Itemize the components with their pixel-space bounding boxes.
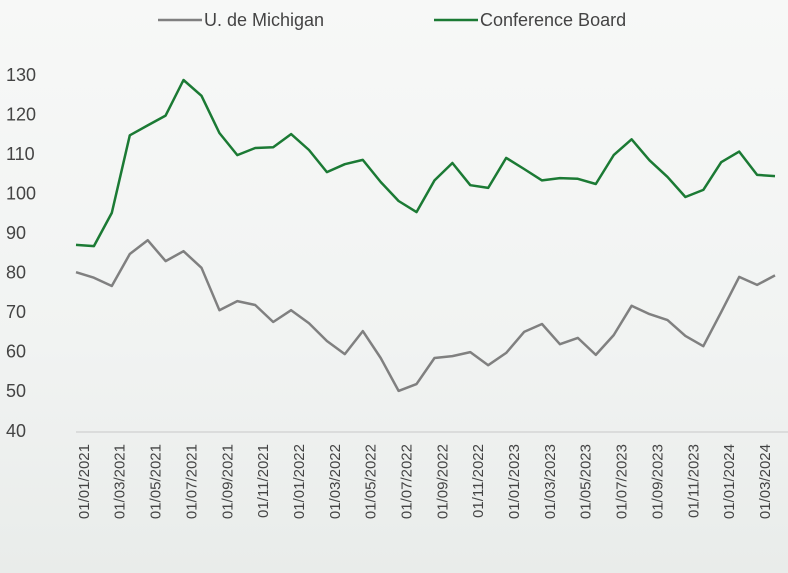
x-tick-label: 01/07/2022	[399, 444, 416, 519]
x-tick-label: 01/01/2024	[721, 444, 738, 519]
x-tick-label: 01/09/2022	[434, 444, 451, 519]
x-tick-label: 01/03/2024	[757, 444, 774, 519]
legend-label: U. de Michigan	[204, 10, 324, 30]
line-series	[75, 78, 776, 248]
x-tick-label: 01/01/2022	[291, 444, 308, 519]
y-tick-label: 60	[6, 342, 26, 362]
y-tick-label: 40	[6, 421, 26, 441]
y-tick-label: 110	[6, 144, 35, 164]
y-tick-label: 100	[6, 183, 36, 203]
x-tick-label: 01/03/2021	[112, 444, 129, 519]
x-tick-label: 01/11/2021	[255, 444, 272, 518]
y-tick-label: 50	[6, 381, 26, 401]
y-tick-label: 70	[6, 302, 26, 322]
y-tick-label: 130	[6, 65, 36, 85]
x-tick-label: 01/09/2023	[649, 444, 666, 519]
x-tick-label: 01/03/2022	[327, 444, 344, 519]
y-tick-label: 120	[6, 104, 36, 124]
x-tick-label: 01/01/2021	[76, 444, 93, 519]
x-tick-label: 01/09/2021	[219, 444, 236, 519]
x-tick-label: 01/05/2023	[578, 444, 595, 519]
legend-label: Conference Board	[480, 10, 626, 30]
x-tick-label: 01/07/2023	[614, 444, 631, 519]
x-tick-label: 01/01/2023	[506, 444, 523, 519]
x-tick-label: 01/11/2023	[685, 444, 702, 518]
x-tick-label: 01/11/2022	[470, 444, 487, 518]
x-tick-label: 01/07/2021	[183, 444, 200, 519]
x-tick-label: 01/03/2023	[542, 444, 559, 519]
x-tick-label: 01/05/2021	[148, 444, 165, 519]
y-tick-label: 80	[6, 263, 26, 283]
line-series	[75, 238, 776, 393]
y-tick-label: 90	[6, 223, 26, 243]
x-tick-label: 01/05/2022	[363, 444, 380, 519]
